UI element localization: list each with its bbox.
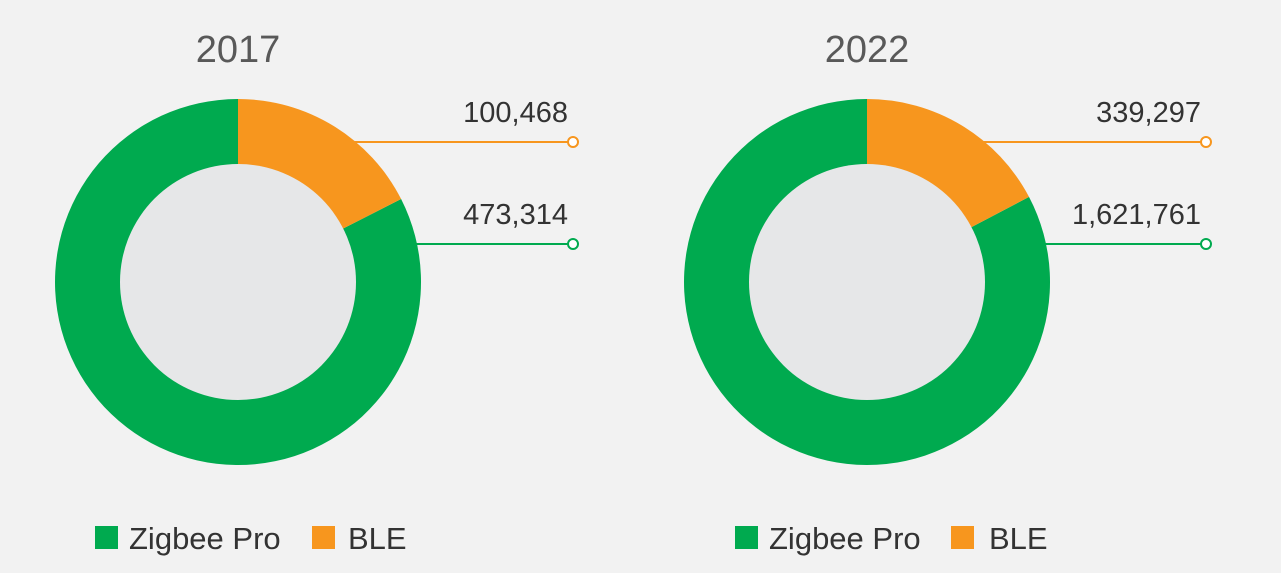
legend-swatch-ble-2017 (312, 526, 335, 549)
ble-value-label-2022: 339,297 (1096, 97, 1201, 129)
chart-title-2017: 2017 (196, 29, 281, 71)
legend-swatch-zigbee-pro-2017 (95, 526, 118, 549)
legend-label-ble-2017: BLE (348, 521, 407, 556)
legend-swatch-ble-2022 (951, 526, 974, 549)
zigbee-pro-value-label-2022: 1,621,761 (1072, 199, 1201, 231)
legend-2022: Zigbee Pro BLE (735, 521, 1048, 556)
zigbee-pro-leader-dot-2022 (1200, 238, 1212, 250)
zigbee-pro-value-label-2017: 473,314 (463, 199, 568, 231)
legend-2017: Zigbee Pro BLE (95, 521, 407, 556)
legend-label-ble-2022: BLE (989, 521, 1048, 556)
legend-label-zigbee-pro-2022: Zigbee Pro (769, 521, 921, 556)
legend-swatch-zigbee-pro-2022 (735, 526, 758, 549)
donut-chart-2022: 2022 339,297 1,621,761 Zigbee Pro BLE (684, 29, 1212, 556)
donut-hole-2022 (749, 164, 985, 400)
donut-chart-2017: 2017 100,468 473,314 Zigbee Pro BLE (55, 29, 579, 556)
ble-leader-dot-2017 (567, 136, 579, 148)
legend-label-zigbee-pro-2017: Zigbee Pro (129, 521, 281, 556)
ble-value-label-2017: 100,468 (463, 97, 568, 129)
chart-title-2022: 2022 (825, 29, 910, 71)
zigbee-pro-leader-dot-2017 (567, 238, 579, 250)
donut-hole-2017 (120, 164, 356, 400)
ble-leader-dot-2022 (1200, 136, 1212, 148)
